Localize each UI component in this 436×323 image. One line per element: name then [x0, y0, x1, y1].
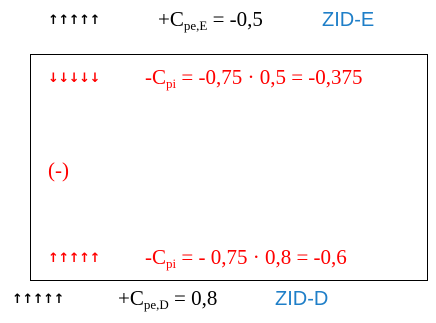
cpi-bottom-subscript: pi	[166, 256, 177, 271]
cpe-d-value: = 0,8	[168, 286, 218, 310]
cpi-bottom-prefix: -C	[145, 245, 166, 269]
cpi-bottom-value: = - 0,75 · 0,8 = -0,6	[176, 245, 347, 269]
cpi-top-subscript: pi	[166, 76, 177, 91]
cpe-e-prefix: +C	[158, 7, 184, 31]
internal-sign-label: (-)	[48, 158, 69, 182]
cpi-top-formula: -Cpi = -0,75 · 0,5 = -0,375	[145, 65, 363, 91]
pressure-arrows-up-inner: ↑↑↑↑↑	[48, 251, 100, 266]
zone-label-e: ZID-E	[322, 9, 375, 31]
cpe-d-formula: +Cpe,D = 0,8	[118, 286, 218, 312]
cpi-top-prefix: -C	[145, 65, 166, 89]
cpe-e-formula: +Cpe,E = -0,5	[158, 7, 263, 33]
structure-frame	[30, 54, 428, 281]
cpi-top-value: = -0,75 · 0,5 = -0,375	[176, 65, 363, 89]
cpe-d-prefix: +C	[118, 286, 144, 310]
zone-label-d: ZID-D	[275, 288, 329, 310]
pressure-arrows-up-top: ↑↑↑↑↑	[48, 13, 100, 28]
pressure-arrows-down-inner: ↓↓↓↓↓	[48, 71, 100, 86]
pressure-arrows-up-bottom: ↑↑↑↑↑	[12, 292, 64, 307]
cpe-d-subscript: pe,D	[143, 297, 169, 312]
cpi-bottom-formula: -Cpi = - 0,75 · 0,8 = -0,6	[145, 245, 347, 271]
cpe-e-subscript: pe,E	[183, 18, 208, 33]
cpe-e-value: = -0,5	[207, 7, 263, 31]
